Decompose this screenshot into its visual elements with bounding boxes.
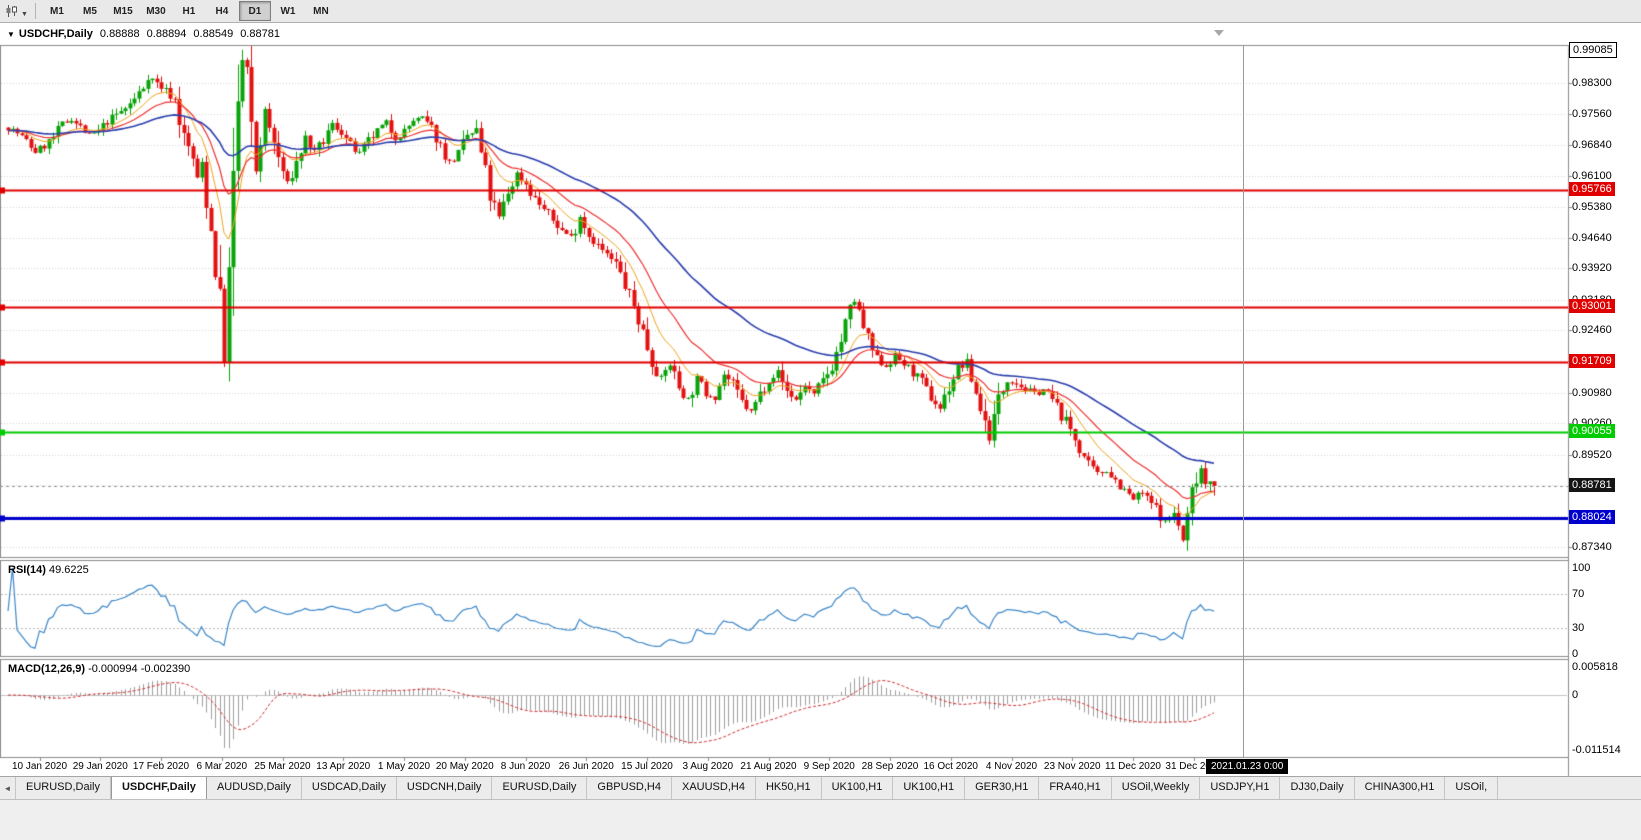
chart-tab-usdchf-daily[interactable]: USDCHF,Daily (110, 777, 207, 799)
chart-type-icon[interactable] (3, 2, 21, 20)
price-line-badge: 0.88024 (1569, 509, 1615, 524)
date-axis-label: 6 Mar 2020 (196, 761, 248, 772)
chart-tab-gbpusd-h4[interactable]: GBPUSD,H4 (587, 777, 672, 799)
date-axis-label: 29 Jan 2020 (72, 761, 128, 772)
rsi-axis-label: 70 (1572, 587, 1585, 600)
macd-axis-label: 0.005818 (1572, 661, 1618, 674)
timeframe-button-d1[interactable]: D1 (238, 1, 271, 21)
chart-tab-usdjpy-h1[interactable]: USDJPY,H1 (1200, 777, 1281, 799)
toolbar-separator (34, 3, 36, 19)
date-axis-label: 13 Apr 2020 (316, 761, 371, 772)
toolbar-dropdown-icon[interactable]: ▼ (21, 10, 28, 18)
rsi-name: RSI(14) (8, 564, 46, 576)
ohlc-close: 0.88781 (240, 28, 280, 40)
macd-axis-label: 0 (1572, 689, 1579, 702)
status-bar (0, 799, 1641, 840)
price-line-badge: 0.93001 (1569, 299, 1615, 314)
ohlc-high: 0.88894 (146, 28, 187, 40)
chart-tab-china300-h1[interactable]: CHINA300,H1 (1354, 777, 1446, 799)
chart-tab-hk50-h1[interactable]: HK50,H1 (755, 777, 822, 799)
chart-tab-dj30-daily[interactable]: DJ30,Daily (1280, 777, 1355, 799)
chart-tabs: EURUSD,Daily USDCHF,Daily AUDUSD,Daily USDC… (16, 777, 1499, 799)
rsi-indicator-label: RSI(14) 49.6225 (8, 564, 89, 576)
chart-tab-eurusd-daily[interactable]: EURUSD,Daily (492, 777, 588, 799)
chart-tabs-bar: ◄ EURUSD,Daily USDCHF,Daily AUDUSD,Daily US… (0, 776, 1641, 799)
date-axis-label: 15 Jul 2020 (621, 761, 673, 772)
tab-scroll-left-icon[interactable]: ◄ (0, 777, 16, 799)
chart-tab-ger30-h1[interactable]: GER30,H1 (965, 777, 1040, 799)
price-axis-label: 0.93920 (1572, 262, 1612, 275)
chart-tab-uk100-h1[interactable]: UK100,H1 (893, 777, 966, 799)
chart-tab-usdcad-daily[interactable]: USDCAD,Daily (301, 777, 397, 799)
price-axis-label: 0.96840 (1572, 138, 1612, 151)
price-max-badge: 0.99085 (1569, 42, 1617, 58)
date-axis-label: 21 Aug 2020 (740, 761, 797, 772)
timeframe-buttons: M1 M5 M15 M30 H1 H4 D1 W1 MN (41, 1, 337, 21)
macd-name: MACD(12,26,9) (8, 663, 86, 675)
price-axis-label: 0.96100 (1572, 170, 1612, 183)
chart-tab-usdcnh-daily[interactable]: USDCNH,Daily (396, 777, 493, 799)
price-line-badge: 0.90055 (1569, 423, 1615, 438)
date-axis-label: 23 Nov 2020 (1043, 761, 1101, 772)
price-axis-label: 0.98300 (1572, 77, 1612, 90)
chart-tab-audusd-daily[interactable]: AUDUSD,Daily (206, 777, 302, 799)
date-axis-label: 28 Sep 2020 (861, 761, 919, 772)
timeframe-toolbar: ▼ M1 M5 M15 M30 H1 H4 D1 W1 MN (0, 0, 1641, 23)
date-axis-label: 16 Oct 2020 (923, 761, 978, 772)
date-axis-label: 1 May 2020 (377, 761, 431, 772)
timeframe-button-h1[interactable]: H1 (182, 5, 196, 17)
price-axis-label: 0.92460 (1572, 324, 1612, 337)
chart-tab-usoil-weekly[interactable]: USOil,Weekly (1111, 777, 1201, 799)
chart-tab-fra40-h1[interactable]: FRA40,H1 (1039, 777, 1112, 799)
chart-tab-usoil-[interactable]: USOil, (1445, 777, 1499, 799)
rsi-axis-label: 30 (1572, 622, 1585, 635)
chart-tab-eurusd-daily[interactable]: EURUSD,Daily (16, 777, 111, 799)
date-axis-label: 26 Jun 2020 (558, 761, 614, 772)
price-axis-label: 0.97560 (1572, 108, 1612, 121)
macd-indicator-label: MACD(12,26,9) -0.000994 -0.002390 (8, 663, 190, 675)
date-axis-label: 9 Sep 2020 (803, 761, 855, 772)
date-axis-label: 3 Aug 2020 (682, 761, 734, 772)
timeframe-button-mn[interactable]: MN (313, 5, 329, 17)
price-axis-label: 0.95380 (1572, 200, 1612, 213)
price-line-badge: 0.95766 (1569, 182, 1615, 197)
crosshair-vline (1243, 45, 1244, 757)
date-axis-label: 10 Jan 2020 (11, 761, 68, 772)
timeframe-button-m5[interactable]: M5 (82, 5, 97, 17)
price-line-badge: 0.91709 (1569, 353, 1615, 368)
chart-tab-uk100-h1[interactable]: UK100,H1 (821, 777, 894, 799)
rsi-value: 49.6225 (48, 564, 89, 576)
date-axis-label: 4 Nov 2020 (985, 761, 1038, 772)
date-axis-label: 25 Mar 2020 (254, 761, 311, 772)
rsi-axis-label: 0 (1572, 648, 1579, 660)
date-axis-label: 31 Dec 2020 (1165, 761, 1223, 772)
price-axis-label: 0.89520 (1572, 448, 1612, 461)
chart-shift-marker[interactable] (1214, 30, 1224, 36)
timeframe-button-h4[interactable]: H4 (215, 5, 229, 17)
date-axis-label: 11 Dec 2020 (1105, 761, 1161, 772)
date-axis-label: 8 Jun 2020 (500, 761, 551, 772)
date-axis-label: 20 May 2020 (435, 761, 494, 772)
price-axis-label: 0.87340 (1572, 540, 1612, 553)
macd-values: -0.000994 -0.002390 (88, 663, 191, 675)
rsi-axis-label: 100 (1572, 562, 1591, 574)
timeframe-button-w1[interactable]: W1 (280, 5, 296, 17)
date-axis-label: 17 Feb 2020 (132, 761, 190, 772)
ohlc-low: 0.88549 (193, 28, 234, 40)
price-axis-label: 0.90980 (1572, 386, 1612, 399)
current-price-badge: 0.88781 (1569, 478, 1615, 492)
symbol-period-label: USDCHF,Daily (18, 28, 93, 40)
chart-title: ▼ USDCHF,Daily 0.88888 0.88894 0.88549 0.8878… (7, 28, 280, 40)
macd-axis-label: -0.011514 (1572, 744, 1621, 757)
price-axis-label: 0.94640 (1572, 231, 1612, 244)
timeframe-button-m1[interactable]: M1 (49, 5, 64, 17)
timeframe-button-m30[interactable]: M30 (146, 5, 166, 17)
chart-tab-xauusd-h4[interactable]: XAUUSD,H4 (671, 777, 756, 799)
timeframe-button-m15[interactable]: M15 (113, 5, 133, 17)
window-menu-icon[interactable]: ▼ (7, 30, 15, 39)
crosshair-date-badge: 2021.01.23 0:00 (1206, 759, 1289, 774)
ohlc-open: 0.88888 (99, 28, 140, 40)
